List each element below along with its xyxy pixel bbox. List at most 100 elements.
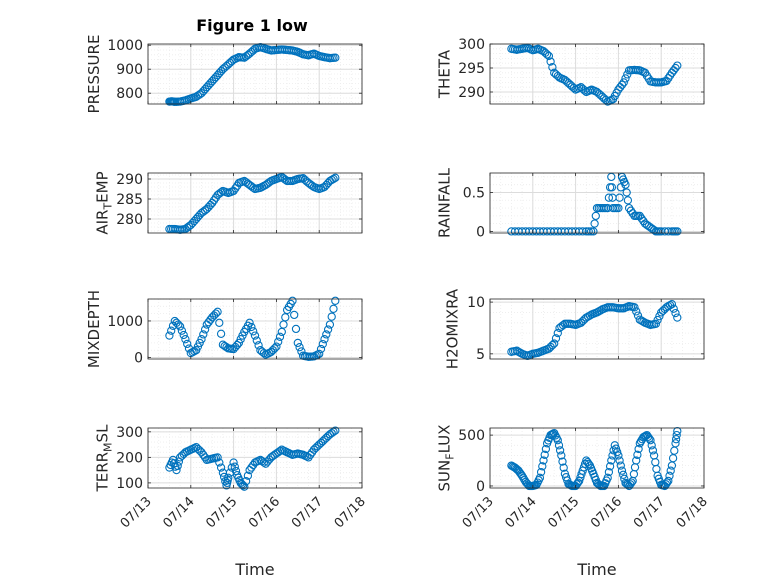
data-point: [216, 463, 226, 472]
axes-box: [147, 427, 363, 489]
data-point: [183, 339, 192, 349]
data-point: [580, 459, 590, 469]
data-point: [329, 304, 338, 313]
data-point: [622, 479, 631, 489]
data-point: [617, 466, 627, 475]
data-point: [174, 97, 183, 106]
data-point: [559, 463, 568, 472]
data-point: [552, 433, 561, 442]
data-point: [644, 320, 653, 329]
data-point: [605, 462, 615, 471]
data-point: [307, 50, 317, 59]
data-point: [307, 352, 317, 361]
y-tick-label: 280: [116, 212, 143, 228]
data-point: [313, 51, 322, 60]
data-point: [555, 446, 565, 455]
y-axis-label: MIXDEPTH: [85, 290, 103, 368]
x-axis-label: Time: [576, 560, 616, 579]
data-point: [623, 196, 633, 205]
axes-box: [147, 298, 363, 360]
data-point: [655, 78, 664, 87]
data-point: [569, 83, 578, 93]
x-tick-label: 07/14: [161, 494, 198, 531]
data-point: [671, 63, 680, 73]
data-point: [634, 444, 643, 454]
data-point: [666, 466, 675, 475]
data-point: [327, 312, 336, 321]
data-point: [313, 350, 322, 359]
y-tick-label: 200: [116, 450, 143, 466]
data-point: [558, 457, 567, 466]
data-point: [220, 341, 229, 351]
data-point: [168, 224, 178, 234]
data-point: [548, 341, 557, 350]
data-point: [286, 46, 295, 55]
data-point: [640, 432, 649, 441]
data-point: [648, 224, 657, 233]
data-point: [630, 463, 640, 472]
data-point: [532, 45, 541, 54]
y-tick-label: 0: [476, 224, 485, 240]
y-tick-label: 300: [458, 37, 485, 53]
data-point: [268, 451, 277, 461]
data-point: [268, 346, 277, 355]
subplot-terr_msl: 07/13 07/14 07/15 07/16 07/17 07/18100200300T…: [93, 424, 368, 579]
y-tick-label: 290: [458, 85, 485, 101]
data-point: [291, 47, 301, 56]
data-point: [306, 450, 315, 459]
data-point: [649, 77, 659, 87]
axes-box: [489, 172, 705, 234]
data-point: [295, 343, 304, 352]
data-point: [195, 338, 204, 348]
data-point: [247, 47, 256, 57]
data-point: [275, 173, 285, 182]
y-axis-label: TERRMSL: [93, 424, 114, 493]
data-point: [199, 450, 208, 459]
data-point: [297, 49, 306, 58]
data-point: [607, 303, 616, 312]
data-point: [183, 223, 192, 232]
data-point: [532, 348, 541, 358]
x-tick-label: 07/18: [674, 494, 711, 531]
y-axis-label: THETA: [435, 49, 453, 99]
data-point: [516, 44, 525, 54]
data-point: [601, 95, 611, 105]
data-point: [240, 482, 249, 491]
data-point: [652, 464, 661, 474]
data-point: [254, 341, 263, 350]
data-point: [546, 342, 555, 352]
data-point: [231, 342, 240, 352]
data-point: [281, 175, 290, 184]
data-point: [316, 438, 326, 448]
data-point: [583, 458, 592, 467]
data-point: [204, 318, 213, 327]
data-point: [229, 458, 238, 467]
data-point: [564, 227, 573, 236]
data-point: [177, 326, 187, 335]
data-point: [558, 321, 568, 330]
data-point: [241, 178, 251, 187]
data-point: [209, 311, 219, 320]
data-point: [542, 227, 552, 236]
data-point: [557, 451, 566, 460]
data-point: [586, 227, 596, 236]
data-point: [323, 325, 333, 334]
data-point: [199, 330, 208, 339]
subplot-rainfall: 0 0.5 RAINFALL: [435, 167, 705, 240]
data-point: [254, 456, 263, 465]
data-point: [275, 446, 285, 456]
x-tick-label: 07/13: [118, 494, 155, 531]
data-point: [243, 471, 253, 480]
figure-title: Figure 1 low: [196, 16, 308, 35]
data-point: [241, 52, 251, 61]
data-point: [584, 227, 593, 236]
data-point: [673, 313, 682, 322]
subplot-h2omixra: 5 10 H2OMIXRA: [444, 288, 705, 369]
data-point: [536, 467, 546, 477]
data-point: [546, 57, 555, 66]
y-tick-label: 10: [467, 295, 485, 311]
data-point: [617, 304, 627, 313]
data-point: [617, 80, 627, 89]
